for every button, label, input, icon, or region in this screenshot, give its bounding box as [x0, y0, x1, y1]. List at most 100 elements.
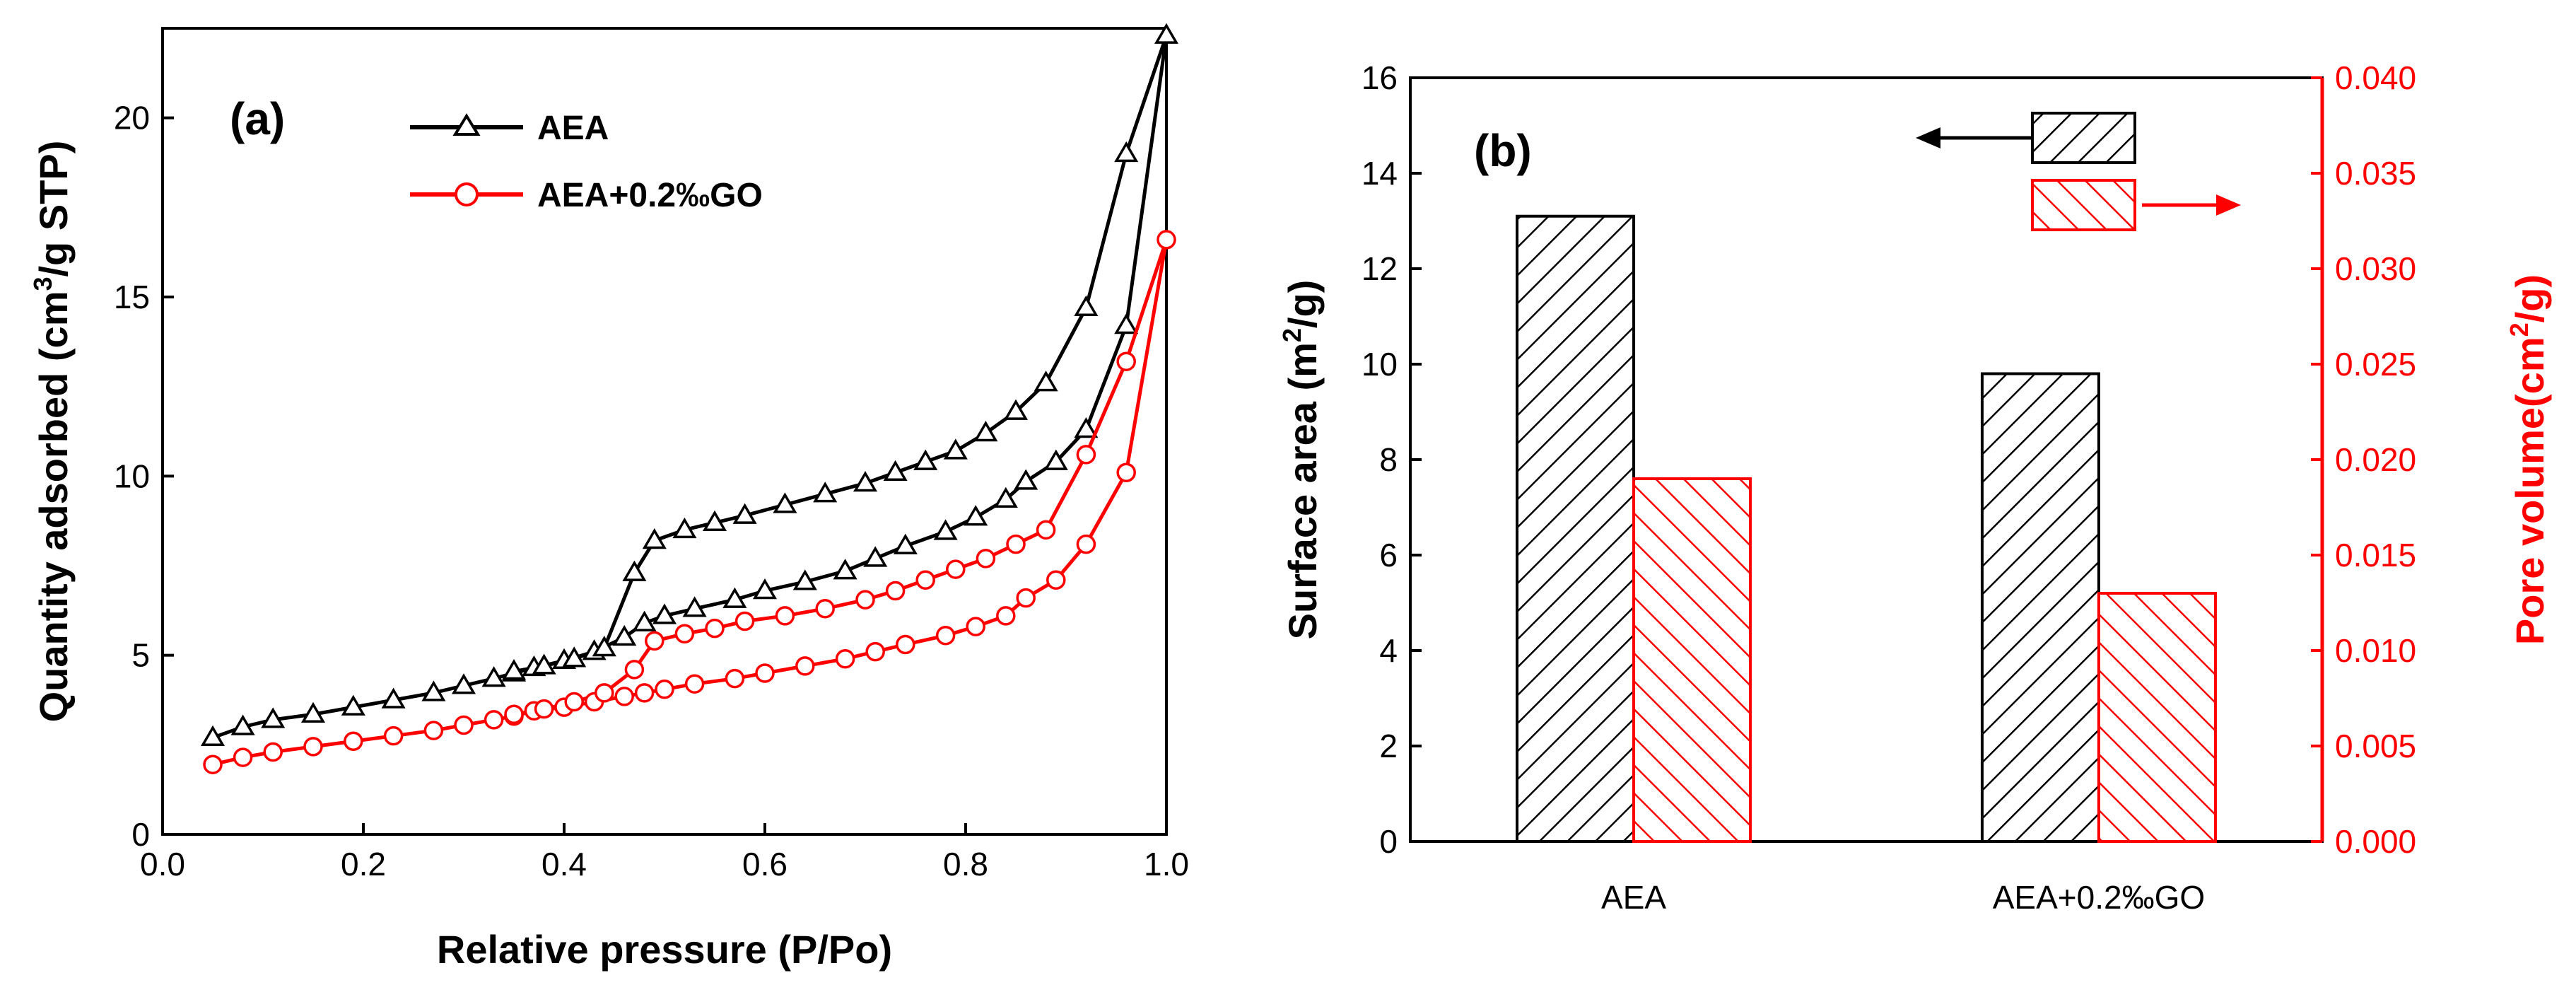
data-point-aea-go: [674, 624, 695, 644]
data-point-aea-go: [815, 599, 835, 619]
panel-b-right-title-main: Pore volume(cm: [2507, 337, 2552, 645]
data-point-aea: [300, 701, 326, 723]
data-point-aea-go: [705, 618, 725, 639]
data-point-aea: [722, 587, 747, 608]
data-point-aea: [682, 596, 707, 617]
data-point-aea-go: [935, 626, 956, 646]
data-point-aea-go: [534, 699, 554, 719]
data-point-aea-go: [263, 742, 283, 762]
data-point-aea-go: [1006, 534, 1026, 554]
data-point-aea-go: [645, 631, 665, 651]
data-point-aea-go: [966, 617, 985, 636]
data-point-aea-go: [595, 683, 614, 703]
data-point-aea-go: [755, 663, 775, 683]
panel-b-left-title-tail: /g): [1280, 280, 1325, 328]
data-point-aea-go: [1076, 445, 1096, 465]
data-point-aea-go: [725, 668, 745, 689]
data-point-aea-go: [885, 581, 906, 601]
data-point-aea-go: [1157, 230, 1176, 250]
panel-b-right-tick-label: 0.005: [2335, 728, 2416, 764]
panel-b-right-title-tail: /g): [2507, 274, 2552, 322]
panel-b-bar-chart: 0 2 4 6 8 10 12 14 16 0.000 0.005 0.010 0.015 0.020 0.…: [1277, 59, 2552, 916]
data-point-aea: [1114, 141, 1139, 163]
panel-a-y-tick-label: 10: [114, 457, 150, 494]
legend-marker-aea-go: [455, 182, 479, 206]
data-point-aea-go: [775, 606, 795, 626]
data-point-aea-go: [484, 710, 504, 730]
panel-b-category-label: AEA: [1601, 879, 1666, 916]
data-point-aea: [381, 687, 406, 709]
panel-b-category-label: AEA+0.2‰GO: [1993, 879, 2205, 916]
data-point-aea: [933, 519, 958, 540]
data-point-aea-go: [865, 641, 885, 662]
legend-arrow-right-head: [2216, 194, 2241, 216]
data-point-aea: [833, 559, 857, 580]
data-point-aea-go: [454, 715, 474, 735]
panel-b-right-tick-label: 0.000: [2335, 823, 2416, 860]
data-point-aea: [1043, 449, 1068, 470]
panel-b-left-tick-label: 10: [1362, 346, 1398, 383]
panel-b-right-axis-title: Pore volume(cm2/g): [2505, 274, 2552, 645]
data-point-aea: [1074, 295, 1099, 316]
legend-swatch-pore-volume: [2031, 179, 2136, 231]
data-point-aea-go: [946, 559, 966, 579]
panel-b-left-tick-label: 8: [1379, 441, 1398, 478]
data-point-aea-go: [795, 656, 815, 676]
panel-b-label: (b): [1474, 125, 1532, 176]
data-point-aea: [752, 578, 778, 600]
panel-b-left-tick-label: 16: [1362, 59, 1398, 96]
data-point-aea: [1074, 416, 1099, 438]
panel-b-right-tick-label: 0.035: [2335, 155, 2416, 192]
data-point-aea-go: [203, 754, 223, 774]
panel-a-y-tick-label: 5: [131, 637, 150, 674]
data-point-aea: [973, 421, 998, 442]
panel-b-right-tick-label: 0.025: [2335, 346, 2416, 383]
data-point-aea: [622, 560, 647, 581]
data-point-aea-go: [915, 570, 935, 590]
panel-a-x-tick-label: 0.0: [140, 846, 185, 882]
panel-a-y-title-tail: /g STP): [31, 141, 76, 277]
data-point-aea: [200, 725, 226, 746]
legend-label-aea: AEA: [537, 110, 609, 147]
bar-surface-area: [1980, 372, 2100, 843]
panel-a-y-tick-label: 15: [114, 279, 150, 315]
panel-b-left-title-main: Surface area (m: [1280, 342, 1325, 639]
data-point-aea: [1154, 23, 1179, 44]
panel-b-right-tick-label: 0.030: [2335, 250, 2416, 287]
data-point-aea: [612, 624, 637, 646]
data-point-aea: [632, 610, 657, 631]
panel-a-plot-frame: [161, 27, 1168, 836]
panel-a-x-tick-label: 0.8: [943, 846, 988, 882]
panel-b-right-tick-label: 0.020: [2335, 441, 2416, 478]
data-point-aea: [501, 658, 527, 680]
panel-b-left-tick-label: 12: [1362, 250, 1398, 287]
legend-swatch-surface-area: [2031, 112, 2136, 164]
data-point-aea-go: [734, 611, 755, 631]
data-point-aea-go: [684, 674, 705, 694]
panel-a-x-tick-label: 1.0: [1144, 846, 1189, 882]
data-point-aea-go: [1076, 534, 1096, 554]
bar-pore-volume: [1632, 477, 1752, 843]
data-point-aea-go: [344, 731, 363, 752]
data-point-aea: [863, 546, 888, 567]
data-point-aea: [702, 510, 727, 531]
data-point-aea: [1114, 313, 1139, 334]
data-point-aea-go: [976, 549, 996, 569]
panel-a-x-tick-label: 0.4: [541, 846, 587, 882]
panel-b-right-tick-label: 0.015: [2335, 537, 2416, 573]
data-point-aea: [1003, 399, 1029, 420]
data-point-aea: [883, 460, 908, 482]
data-point-aea: [672, 517, 697, 539]
data-point-aea: [652, 603, 677, 624]
data-point-aea: [1014, 469, 1038, 490]
data-point-aea-go: [233, 747, 253, 767]
data-point-aea: [913, 449, 938, 470]
data-point-aea: [341, 694, 365, 716]
panel-b-left-tick-label: 14: [1362, 155, 1398, 192]
data-point-aea-go: [564, 692, 584, 712]
panel-a-label: (a): [230, 93, 285, 144]
panel-a-x-tick-label: 0.2: [341, 846, 386, 882]
data-point-aea-go: [383, 725, 404, 746]
data-point-aea-go: [1036, 520, 1056, 540]
